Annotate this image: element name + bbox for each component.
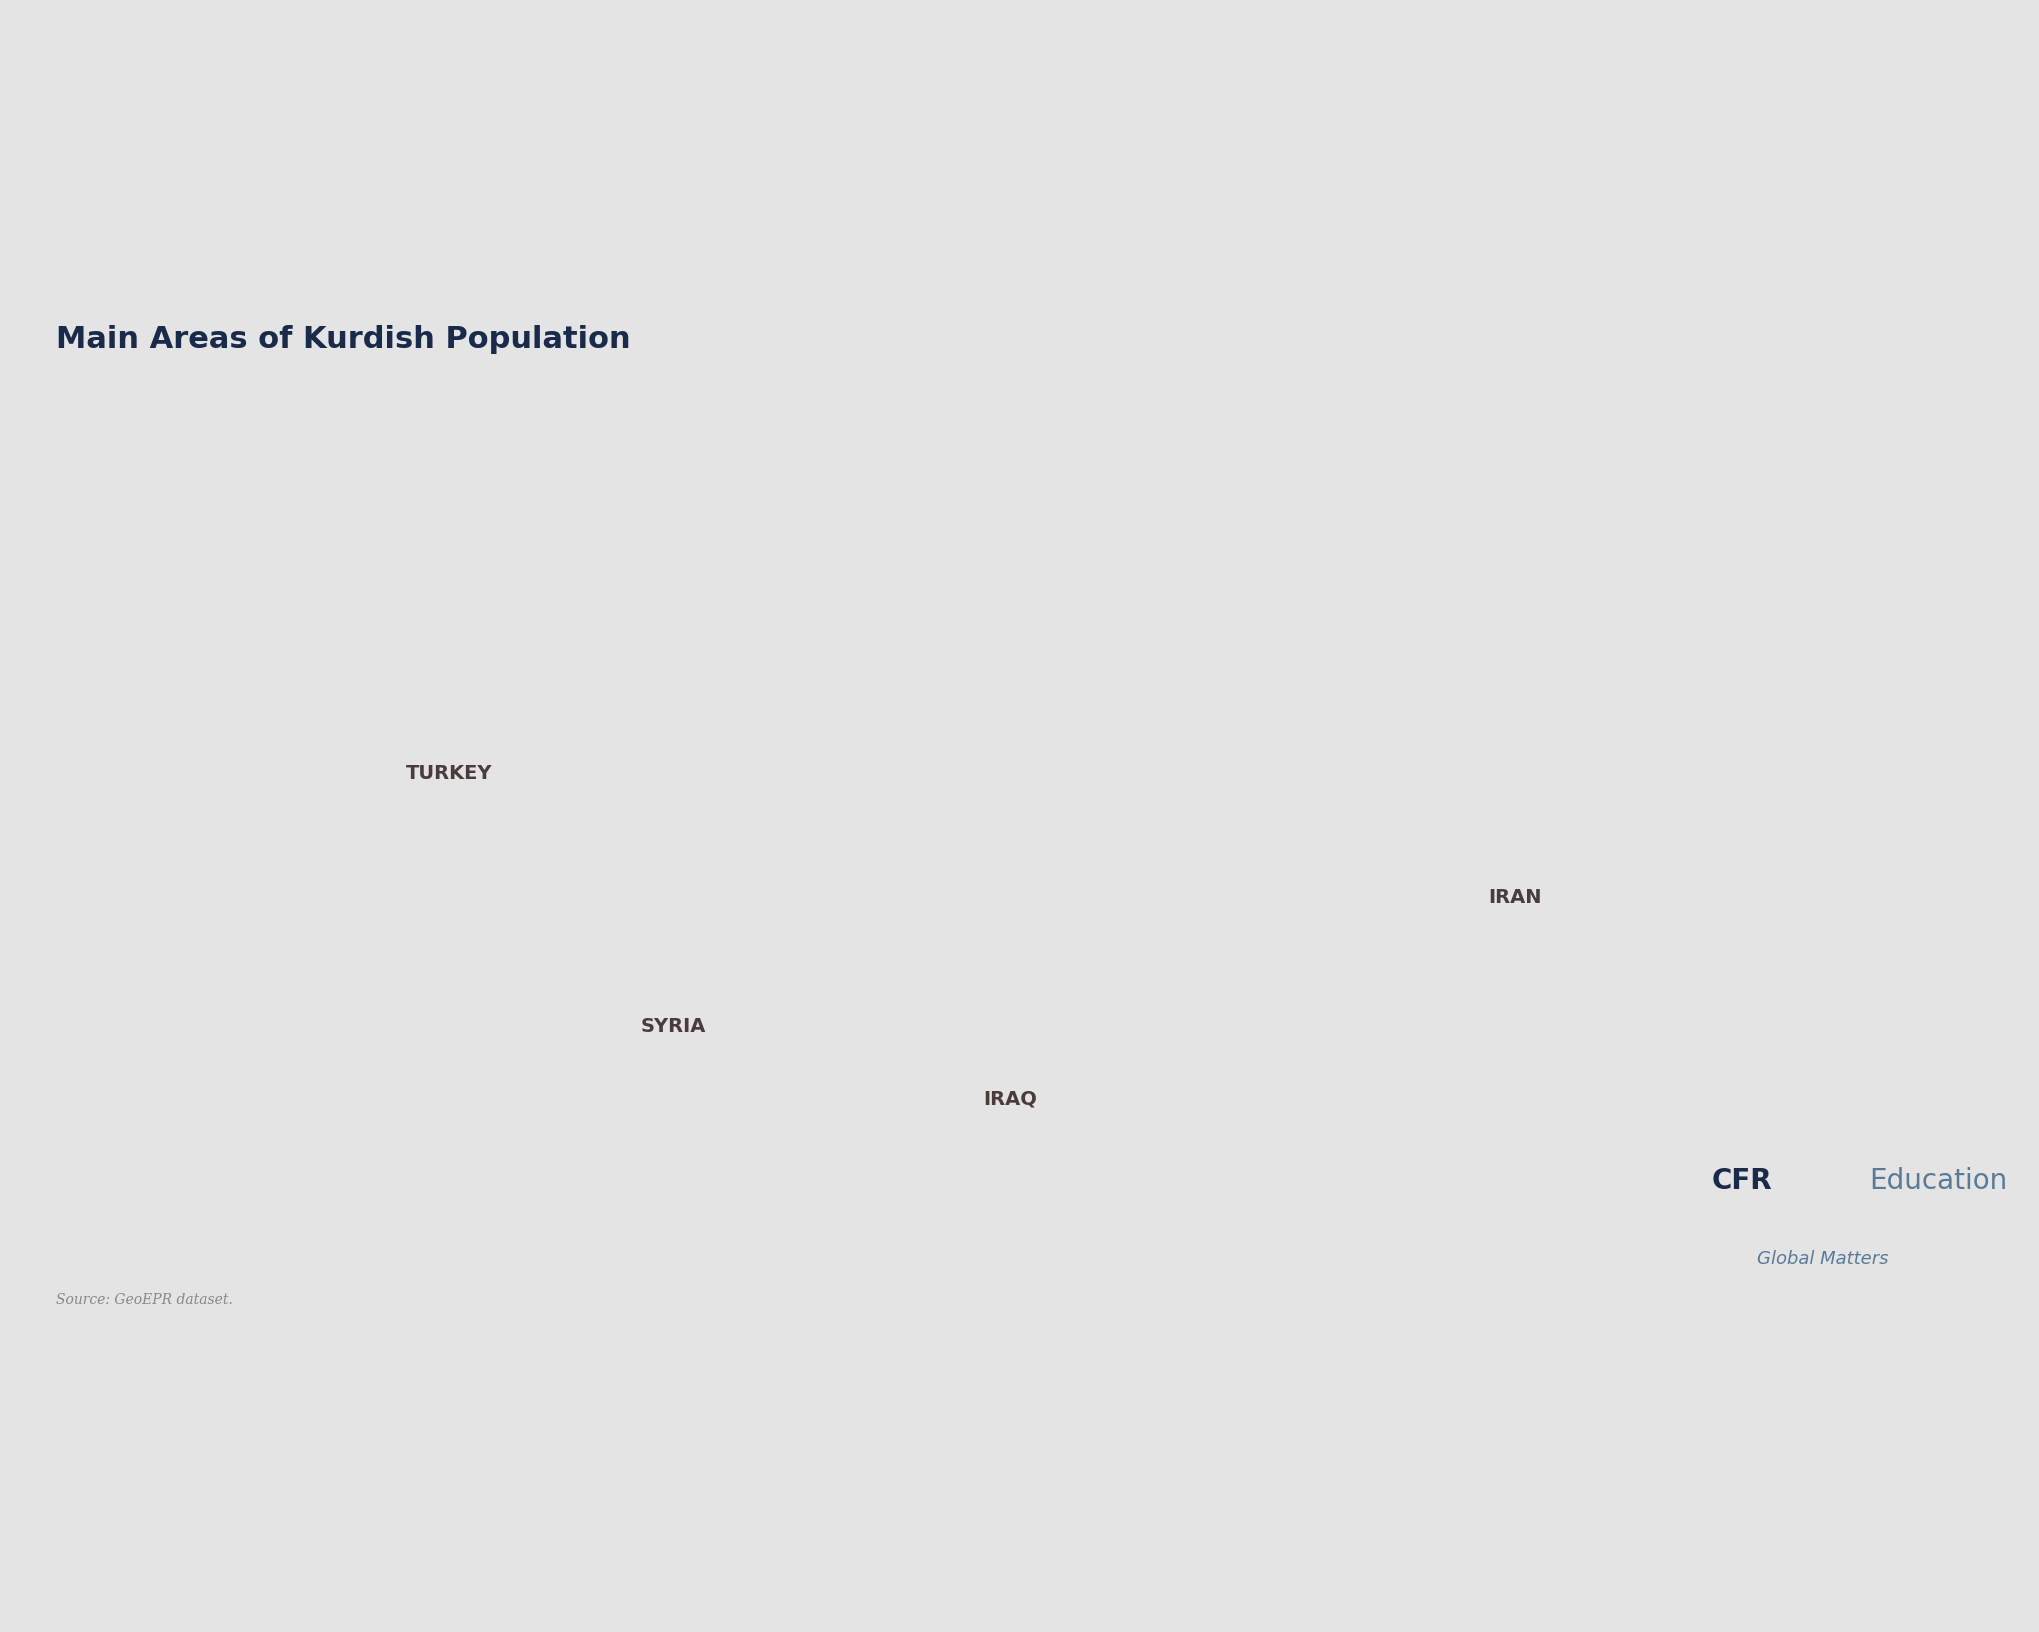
Text: Source: GeoEPR dataset.: Source: GeoEPR dataset. <box>57 1293 232 1307</box>
Text: TURKEY: TURKEY <box>406 764 491 783</box>
Text: CFR: CFR <box>1711 1167 1772 1195</box>
Text: SYRIA: SYRIA <box>640 1017 705 1036</box>
Text: Global Matters: Global Matters <box>1756 1250 1888 1268</box>
Text: Education: Education <box>1868 1167 2006 1195</box>
Text: Main Areas of Kurdish Population: Main Areas of Kurdish Population <box>57 325 630 354</box>
Text: IRAQ: IRAQ <box>983 1090 1036 1108</box>
Text: IRAN: IRAN <box>1488 888 1541 907</box>
